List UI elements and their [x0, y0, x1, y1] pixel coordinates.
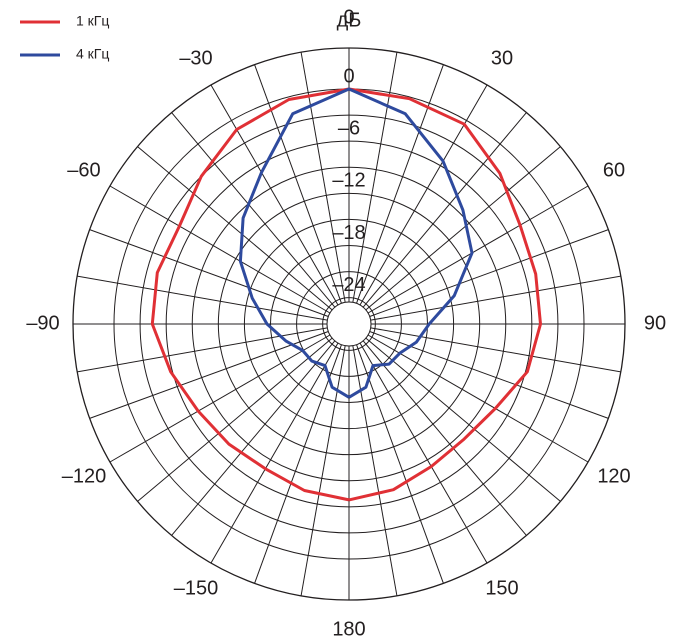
plot — [150, 87, 542, 502]
ring-grid-line — [165, 140, 533, 508]
spoke-grid-line — [300, 345, 346, 596]
theta-tick-label: 150 — [485, 577, 518, 599]
spoke-grid-line — [77, 275, 328, 321]
r-tick-label: 0 — [343, 65, 354, 87]
labels: –24–18–12–60–150–120–90–60–3003060901201… — [26, 6, 666, 640]
theta-tick-label: –120 — [62, 465, 107, 487]
ring-grid-line — [191, 166, 507, 482]
spoke-grid-line — [359, 84, 488, 306]
spoke-grid-line — [89, 229, 329, 317]
spoke-grid-line — [77, 327, 328, 373]
spoke-grid-line — [210, 342, 339, 564]
spoke-grid-line — [362, 112, 527, 308]
spoke-grid-line — [171, 112, 336, 308]
spoke-grid-line — [137, 146, 333, 311]
spoke-grid-line — [300, 52, 346, 303]
theta-tick-label: 0 — [343, 6, 354, 28]
spoke-grid-line — [356, 344, 444, 584]
spoke-grid-line — [365, 146, 561, 311]
r-tick-label: –24 — [332, 274, 365, 296]
ring-grid-line — [296, 271, 402, 377]
spoke-grid-line — [210, 84, 339, 306]
spoke-grid-line — [359, 342, 488, 564]
theta-tick-label: –30 — [179, 47, 212, 69]
r-tick-label: –12 — [332, 170, 365, 192]
center-hole — [326, 301, 372, 347]
chart-title: дБ — [337, 9, 362, 31]
r-tick-label: –18 — [332, 222, 365, 244]
spoke-grid-line — [370, 327, 621, 373]
spoke-grid-line — [367, 334, 589, 463]
legend-label: 4 кГц — [76, 46, 109, 62]
theta-tick-label: –60 — [67, 159, 100, 181]
theta-tick-label: 60 — [603, 159, 625, 181]
grid — [72, 47, 626, 601]
spoke-grid-line — [370, 275, 621, 321]
spoke-grid-line — [109, 185, 331, 314]
theta-tick-label: 180 — [332, 618, 365, 640]
spoke-grid-line — [356, 64, 444, 304]
theta-tick-label: 90 — [644, 312, 666, 334]
theta-tick-label: 30 — [491, 47, 513, 69]
ring-grid-line — [322, 297, 376, 351]
theta-tick-label: 120 — [597, 465, 630, 487]
spoke-grid-line — [352, 345, 398, 596]
pattern-line — [238, 87, 474, 399]
theta-tick-label: –90 — [26, 312, 59, 334]
spoke-grid-line — [109, 334, 331, 463]
theta-tick-label: –150 — [174, 577, 219, 599]
spoke-grid-line — [367, 185, 589, 314]
ring-grid-line — [243, 218, 455, 430]
spoke-grid-line — [369, 229, 609, 317]
ring-grid-line — [217, 192, 481, 456]
legend-label: 1 кГц — [76, 13, 109, 29]
spoke-grid-line — [137, 337, 333, 502]
legend: 1 кГц 4 кГц — [20, 13, 109, 62]
spoke-grid-line — [171, 340, 336, 536]
spoke-grid-line — [254, 344, 342, 584]
spoke-grid-line — [365, 337, 561, 502]
r-tick-label: –6 — [338, 117, 360, 139]
spoke-grid-line — [352, 52, 398, 303]
spoke-grid-line — [89, 331, 329, 419]
spoke-grid-line — [362, 340, 527, 536]
ring-grid-line — [139, 114, 559, 534]
spoke-grid-line — [254, 64, 342, 304]
